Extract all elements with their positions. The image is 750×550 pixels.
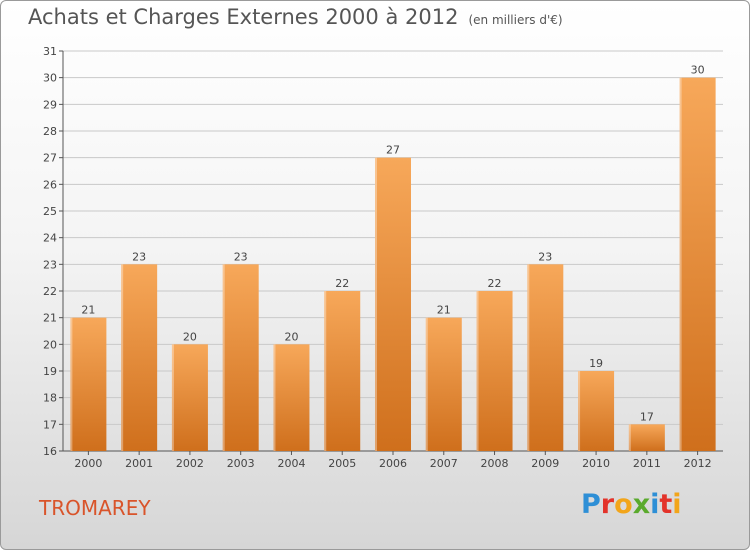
bar-highlight — [679, 77, 682, 452]
y-tick-label: 29 — [43, 98, 57, 111]
x-tick-label-2010: 2010 — [582, 457, 610, 470]
chart-title: Achats et Charges Externes 2000 à 2012 (e… — [28, 5, 563, 29]
value-label-2000: 21 — [81, 304, 95, 317]
logo-letter: i — [672, 489, 682, 520]
value-label-2004: 20 — [284, 330, 298, 343]
bar-2007 — [425, 317, 462, 451]
bar-highlight — [628, 424, 631, 451]
value-label-2003: 23 — [234, 250, 248, 263]
proxiti-logo: Proxiti — [581, 489, 682, 520]
x-tick-label-2012: 2012 — [684, 457, 712, 470]
bar-2012 — [679, 77, 716, 452]
bar-2002 — [171, 344, 208, 451]
bar-2009 — [527, 264, 564, 451]
bar-highlight — [324, 291, 327, 451]
logo-letter: P — [581, 489, 601, 520]
location-name: TROMAREY — [39, 496, 151, 520]
x-tick-label-2006: 2006 — [379, 457, 407, 470]
x-tick-label-2003: 2003 — [227, 457, 255, 470]
logo-letter: o — [614, 489, 633, 520]
bar-highlight — [70, 317, 73, 451]
y-tick-label: 24 — [43, 232, 57, 245]
value-label-2012: 30 — [691, 64, 705, 77]
labels: 16 17 18 19 20 21 22 23 24 25 26 27 28 29 30 31 21 2000 23… — [43, 45, 712, 470]
y-tick-label: 21 — [43, 312, 57, 325]
y-tick-label: 28 — [43, 125, 57, 138]
value-label-2001: 23 — [132, 250, 146, 263]
bar-highlight — [527, 264, 530, 451]
bar-2000 — [70, 317, 107, 451]
bar-highlight — [171, 344, 174, 451]
bar-2008 — [476, 291, 513, 451]
x-tick-label-2011: 2011 — [633, 457, 661, 470]
value-label-2005: 22 — [335, 277, 349, 290]
value-label-2011: 17 — [640, 410, 654, 423]
y-tick-label: 20 — [43, 338, 57, 351]
chart-title-text: Achats et Charges Externes 2000 à 2012 — [28, 5, 459, 29]
logo-letter: t — [659, 489, 673, 520]
logo-letter: r — [600, 489, 615, 520]
y-tick-label: 25 — [43, 205, 57, 218]
bar-highlight — [375, 157, 377, 451]
value-label-2002: 20 — [183, 330, 197, 343]
bar-2006 — [375, 157, 411, 451]
value-label-2009: 23 — [538, 250, 552, 263]
y-tick-label: 30 — [43, 72, 57, 85]
x-tick-label-2005: 2005 — [328, 457, 356, 470]
bar-highlight — [425, 317, 428, 451]
value-label-2010: 19 — [589, 357, 603, 370]
bar-2010 — [578, 371, 615, 451]
x-tick-label-2004: 2004 — [277, 457, 305, 470]
y-tick-label: 16 — [43, 445, 57, 458]
bar-2005 — [324, 291, 361, 451]
x-tick-label-2009: 2009 — [531, 457, 559, 470]
y-tick-label: 17 — [43, 418, 57, 431]
bar-highlight — [222, 264, 225, 451]
y-tick-label: 26 — [43, 178, 57, 191]
bar-highlight — [578, 371, 581, 451]
x-tick-label-2002: 2002 — [176, 457, 204, 470]
bar-2011 — [628, 424, 665, 451]
bar-2004 — [273, 344, 310, 451]
y-tick-label: 23 — [43, 258, 57, 271]
bar-2001 — [121, 264, 158, 451]
logo-letter: i — [650, 489, 660, 520]
bar-2003 — [222, 264, 259, 451]
logo-letter: x — [632, 489, 651, 520]
x-tick-label-2000: 2000 — [74, 457, 102, 470]
value-label-2008: 22 — [488, 277, 502, 290]
bar-highlight — [121, 264, 124, 451]
y-tick-label: 19 — [43, 365, 57, 378]
value-label-2006: 27 — [386, 144, 400, 157]
y-tick-label: 18 — [43, 392, 57, 405]
y-tick-label: 31 — [43, 45, 57, 58]
bar-highlight — [476, 291, 479, 451]
y-tick-label: 27 — [43, 152, 57, 165]
x-tick-label-2001: 2001 — [125, 457, 153, 470]
chart-unit: (en milliers d'€) — [468, 13, 563, 27]
bar-highlight — [273, 344, 276, 451]
bars — [70, 77, 716, 452]
x-tick-label-2007: 2007 — [430, 457, 458, 470]
value-label-2007: 21 — [437, 304, 451, 317]
y-tick-label: 22 — [43, 285, 57, 298]
x-tick-label-2008: 2008 — [481, 457, 509, 470]
